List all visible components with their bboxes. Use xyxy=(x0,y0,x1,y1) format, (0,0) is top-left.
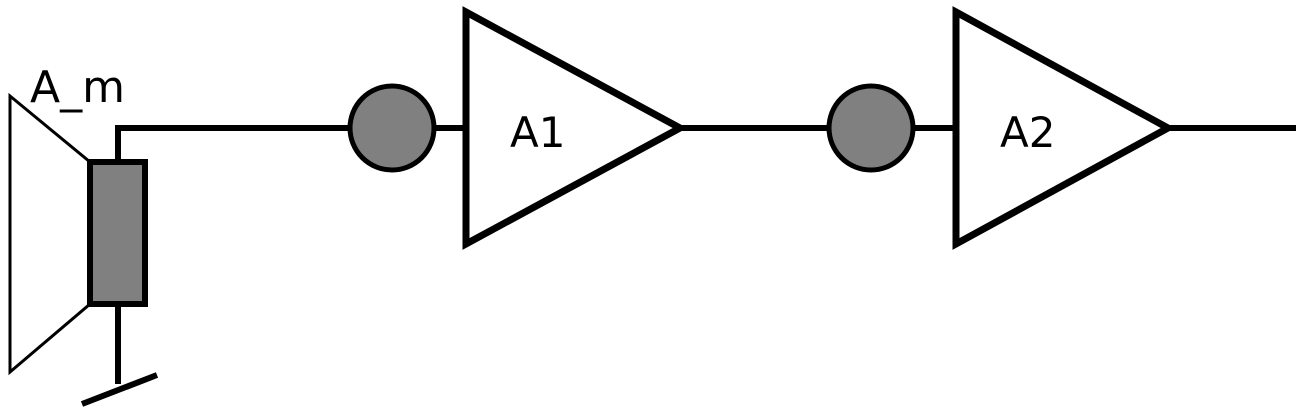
microphone-symbol xyxy=(8,92,148,376)
microphone-cone xyxy=(8,92,92,376)
amplifier-1 xyxy=(462,6,688,250)
microphone-label: A_m xyxy=(30,62,125,113)
ground-bar xyxy=(80,372,159,407)
amplifier-2-label: A2 xyxy=(1000,108,1055,157)
microphone-body xyxy=(87,159,148,307)
ground-symbol xyxy=(80,304,159,407)
amplifier-2 xyxy=(952,6,1176,250)
node-1 xyxy=(347,83,437,173)
amplifier-1-label: A1 xyxy=(510,108,565,157)
node-2 xyxy=(826,83,916,173)
